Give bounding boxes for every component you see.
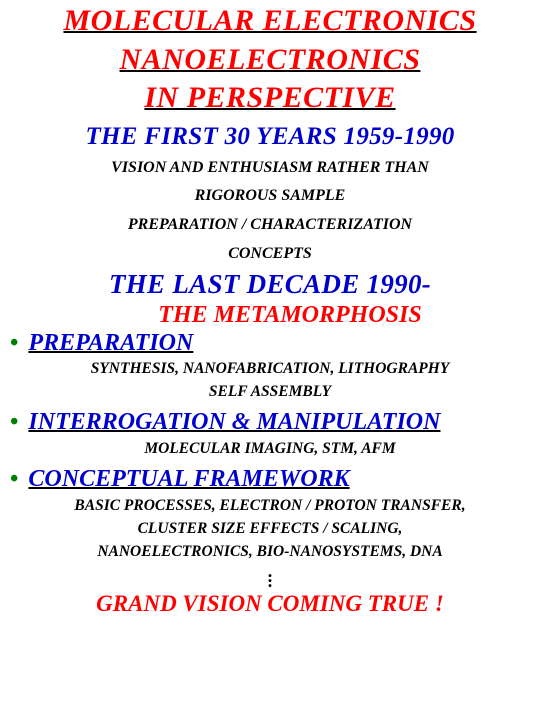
bullet-3-sub-line2: CLUSTER SIZE EFFECTS / SCALING, [0, 519, 540, 540]
main-title-line3: IN PERSPECTIVE [0, 77, 540, 116]
bullet-1-text: PREPARATION [28, 330, 193, 356]
bullet-3-marker: • [10, 466, 22, 492]
bullet-2-text: INTERROGATION & MANIPULATION [28, 409, 440, 435]
section1-body-line1: VISION AND ENTHUSIASM RATHER THAN [0, 156, 540, 181]
bullet-3-heading: • CONCEPTUAL FRAMEWORK [0, 465, 540, 494]
closing-line: GRAND VISION COMING TRUE ! [0, 591, 540, 617]
bullet-2-heading: • INTERROGATION & MANIPULATION [0, 408, 540, 437]
bullet-3-sub-line1: BASIC PROCESSES, ELECTRON / PROTON TRANS… [0, 496, 540, 517]
bullet-1-sub-line1: SYNTHESIS, NANOFABRICATION, LITHOGRAPHY [0, 359, 540, 380]
bullet-1-sub-line2: SELF ASSEMBLY [0, 382, 540, 403]
section1-body-line3: PREPARATION / CHARACTERIZATION [0, 213, 540, 238]
bullet-3-text: CONCEPTUAL FRAMEWORK [28, 466, 349, 492]
bullet-1-marker: • [10, 330, 22, 356]
section1-body-line4: CONCEPTS [0, 242, 540, 267]
section2-subheading: THE METAMORPHOSIS [0, 302, 540, 329]
section2-heading: THE LAST DECADE 1990- [0, 269, 540, 300]
main-title-line2: NANOELECTRONICS [0, 39, 540, 78]
section1-body-line2: RIGOROUS SAMPLE [0, 184, 540, 209]
bullet-3-sub-line3: NANOELECTRONICS, BIO-NANOSYSTEMS, DNA [0, 542, 540, 563]
bullet-2-sub-line1: MOLECULAR IMAGING, STM, AFM [0, 439, 540, 460]
section1-heading: THE FIRST 30 YEARS 1959-1990 [0, 122, 540, 152]
main-title-line1: MOLECULAR ELECTRONICS [0, 0, 540, 39]
vertical-dots: ... [0, 569, 540, 585]
bullet-1-heading: • PREPARATION [0, 329, 540, 358]
bullet-2-marker: • [10, 409, 22, 435]
